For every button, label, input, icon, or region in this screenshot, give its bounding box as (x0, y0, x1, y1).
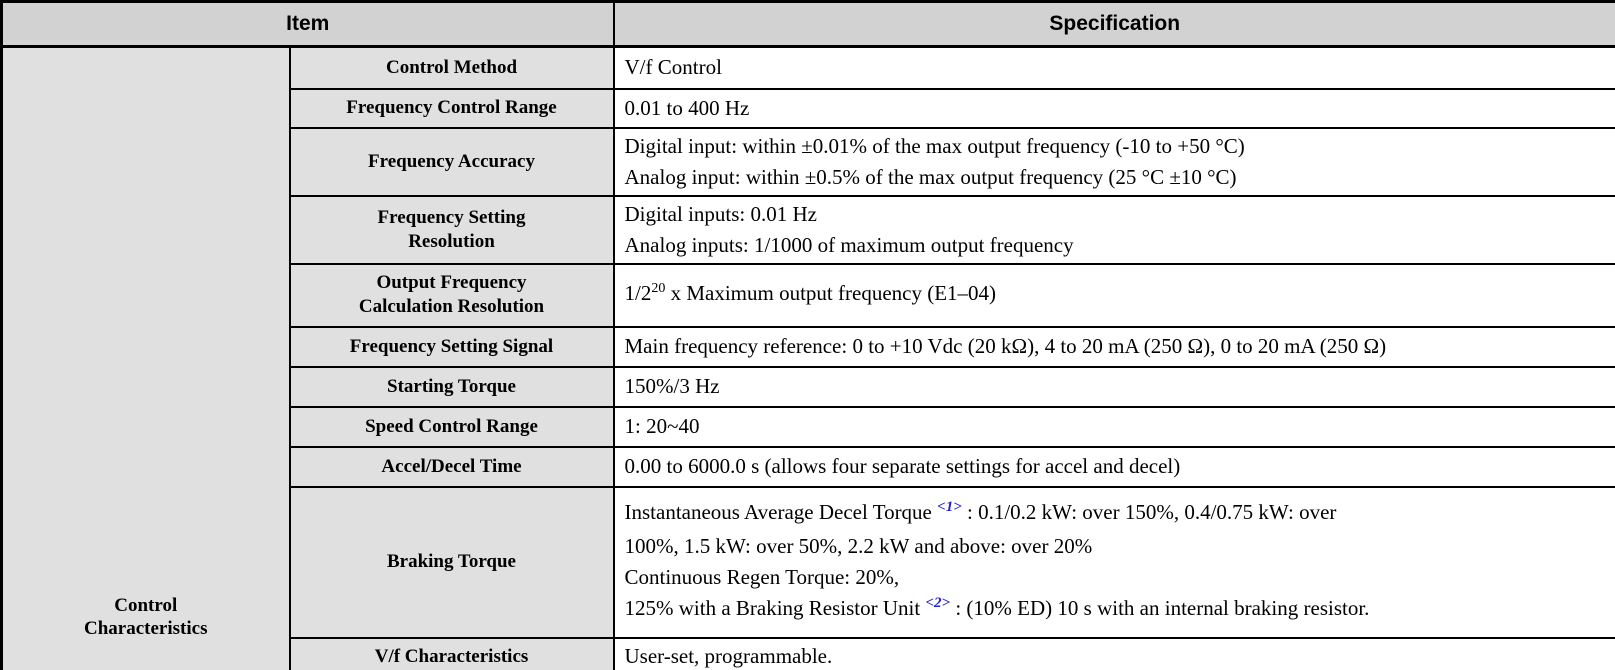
spec-cell-frequency-accuracy: Digital input: within ±0.01% of the max … (612, 126, 1615, 197)
spec-cell-starting-torque: 150%/3 Hz (612, 365, 1615, 408)
footnote-ref: <2> (925, 595, 951, 611)
item-cell-speed-control-range: Speed Control Range (288, 405, 615, 448)
table-row: Frequency Setting Signal Main frequency r… (2, 325, 1615, 368)
spec-cell-control-method: V/f Control (612, 45, 1615, 90)
spec-cell-frequency-control-range: 0.01 to 400 Hz (612, 87, 1615, 129)
footnote-ref: <1> (937, 499, 962, 515)
spec-cell-frequency-setting-resolution: Digital inputs: 0.01 Hz Analog inputs: 1/… (612, 194, 1615, 265)
table-row: Control Characteristics Control Method V/f … (0, 45, 1615, 670)
item-cell-accel-decel-time: Accel/Decel Time (288, 445, 615, 488)
item-cell-control-method: Control Method (288, 45, 615, 90)
group-cell-control-characteristics: Control Characteristics (0, 45, 291, 670)
spec-cell-v-f-characteristics: User-set, programmable. (612, 636, 1615, 670)
item-cell-frequency-accuracy: Frequency Accuracy (288, 126, 615, 197)
header-row: Item Specification (0, 0, 1615, 48)
spec-cell-output-frequency-calculation-resolution: 1/220 x Maximum output frequency (E1–04) (612, 262, 1615, 328)
table-row: Frequency Setting Resolution Digital input… (2, 194, 1615, 265)
spec-cell-braking-torque: Instantaneous Average Decel Torque <1> :… (612, 485, 1615, 639)
item-cell-v-f-characteristics: V/f Characteristics (288, 636, 615, 670)
header-specification: Specification (612, 0, 1615, 48)
table-row: Braking Torque Instantaneous Average Dece… (2, 485, 1615, 639)
header-item: Item (0, 0, 615, 48)
item-cell-braking-torque: Braking Torque (288, 485, 615, 639)
table-row: Accel/Decel Time 0.00 to 6000.0 s (allows… (2, 445, 1615, 488)
item-cell-frequency-setting-signal: Frequency Setting Signal (288, 325, 615, 368)
table-row: V/f Characteristics User-set, programmabl… (2, 636, 1615, 670)
table-row: Output Frequency Calculation Resolution 1/… (2, 262, 1615, 328)
spec-cell-speed-control-range: 1: 20~40 (612, 405, 1615, 448)
table-row: Starting Torque 150%/3 Hz (2, 365, 1615, 408)
spec-cell-accel-decel-time: 0.00 to 6000.0 s (allows four separate s… (612, 445, 1615, 488)
spec-cell-frequency-setting-signal: Main frequency reference: 0 to +10 Vdc (… (612, 325, 1615, 368)
table-row: Frequency Accuracy Digital input: within … (2, 126, 1615, 197)
item-cell-output-frequency-calculation-resolution: Output Frequency Calculation Resolution (288, 262, 615, 328)
table-row: Frequency Control Range 0.01 to 400 Hz (2, 87, 1615, 129)
item-cell-frequency-control-range: Frequency Control Range (288, 87, 615, 129)
superscript-exponent: 20 (651, 281, 666, 296)
table-row: Speed Control Range 1: 20~40 (2, 405, 1615, 448)
item-cell-frequency-setting-resolution: Frequency Setting Resolution (288, 194, 615, 265)
group-label: Control Characteristics (84, 595, 208, 639)
item-cell-starting-torque: Starting Torque (288, 365, 615, 408)
